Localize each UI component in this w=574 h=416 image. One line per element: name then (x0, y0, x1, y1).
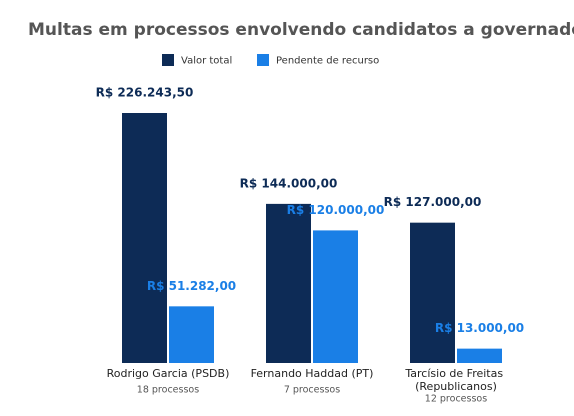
value-label: R$ 51.282,00 (147, 279, 236, 293)
bar (410, 222, 455, 363)
x-tick-label: Fernando Haddad (PT) (251, 367, 374, 380)
category-note: 7 processos (284, 385, 340, 396)
bar (313, 230, 358, 363)
chart-title: Multas em processos envolvendo candidato… (28, 20, 574, 40)
legend-label: Pendente de recurso (276, 56, 379, 67)
value-label: R$ 226.243,50 (96, 86, 194, 100)
bar (122, 113, 167, 363)
legend-swatch (257, 54, 269, 66)
value-label: R$ 127.000,00 (384, 195, 482, 209)
legend-label: Valor total (181, 56, 232, 67)
bar (169, 306, 214, 363)
bar (266, 203, 311, 363)
category-note: 18 processos (137, 385, 199, 396)
value-label: R$ 120.000,00 (287, 203, 385, 217)
bar (457, 348, 502, 363)
legend-swatch (162, 54, 174, 66)
category-note: 12 processos (425, 394, 487, 405)
x-tick-label: Rodrigo Garcia (PSDB) (107, 367, 230, 380)
x-tick-label: Tarcísio de Freitas (Republicanos) (404, 367, 506, 393)
value-label: R$ 13.000,00 (435, 321, 524, 335)
value-label: R$ 144.000,00 (240, 176, 338, 190)
